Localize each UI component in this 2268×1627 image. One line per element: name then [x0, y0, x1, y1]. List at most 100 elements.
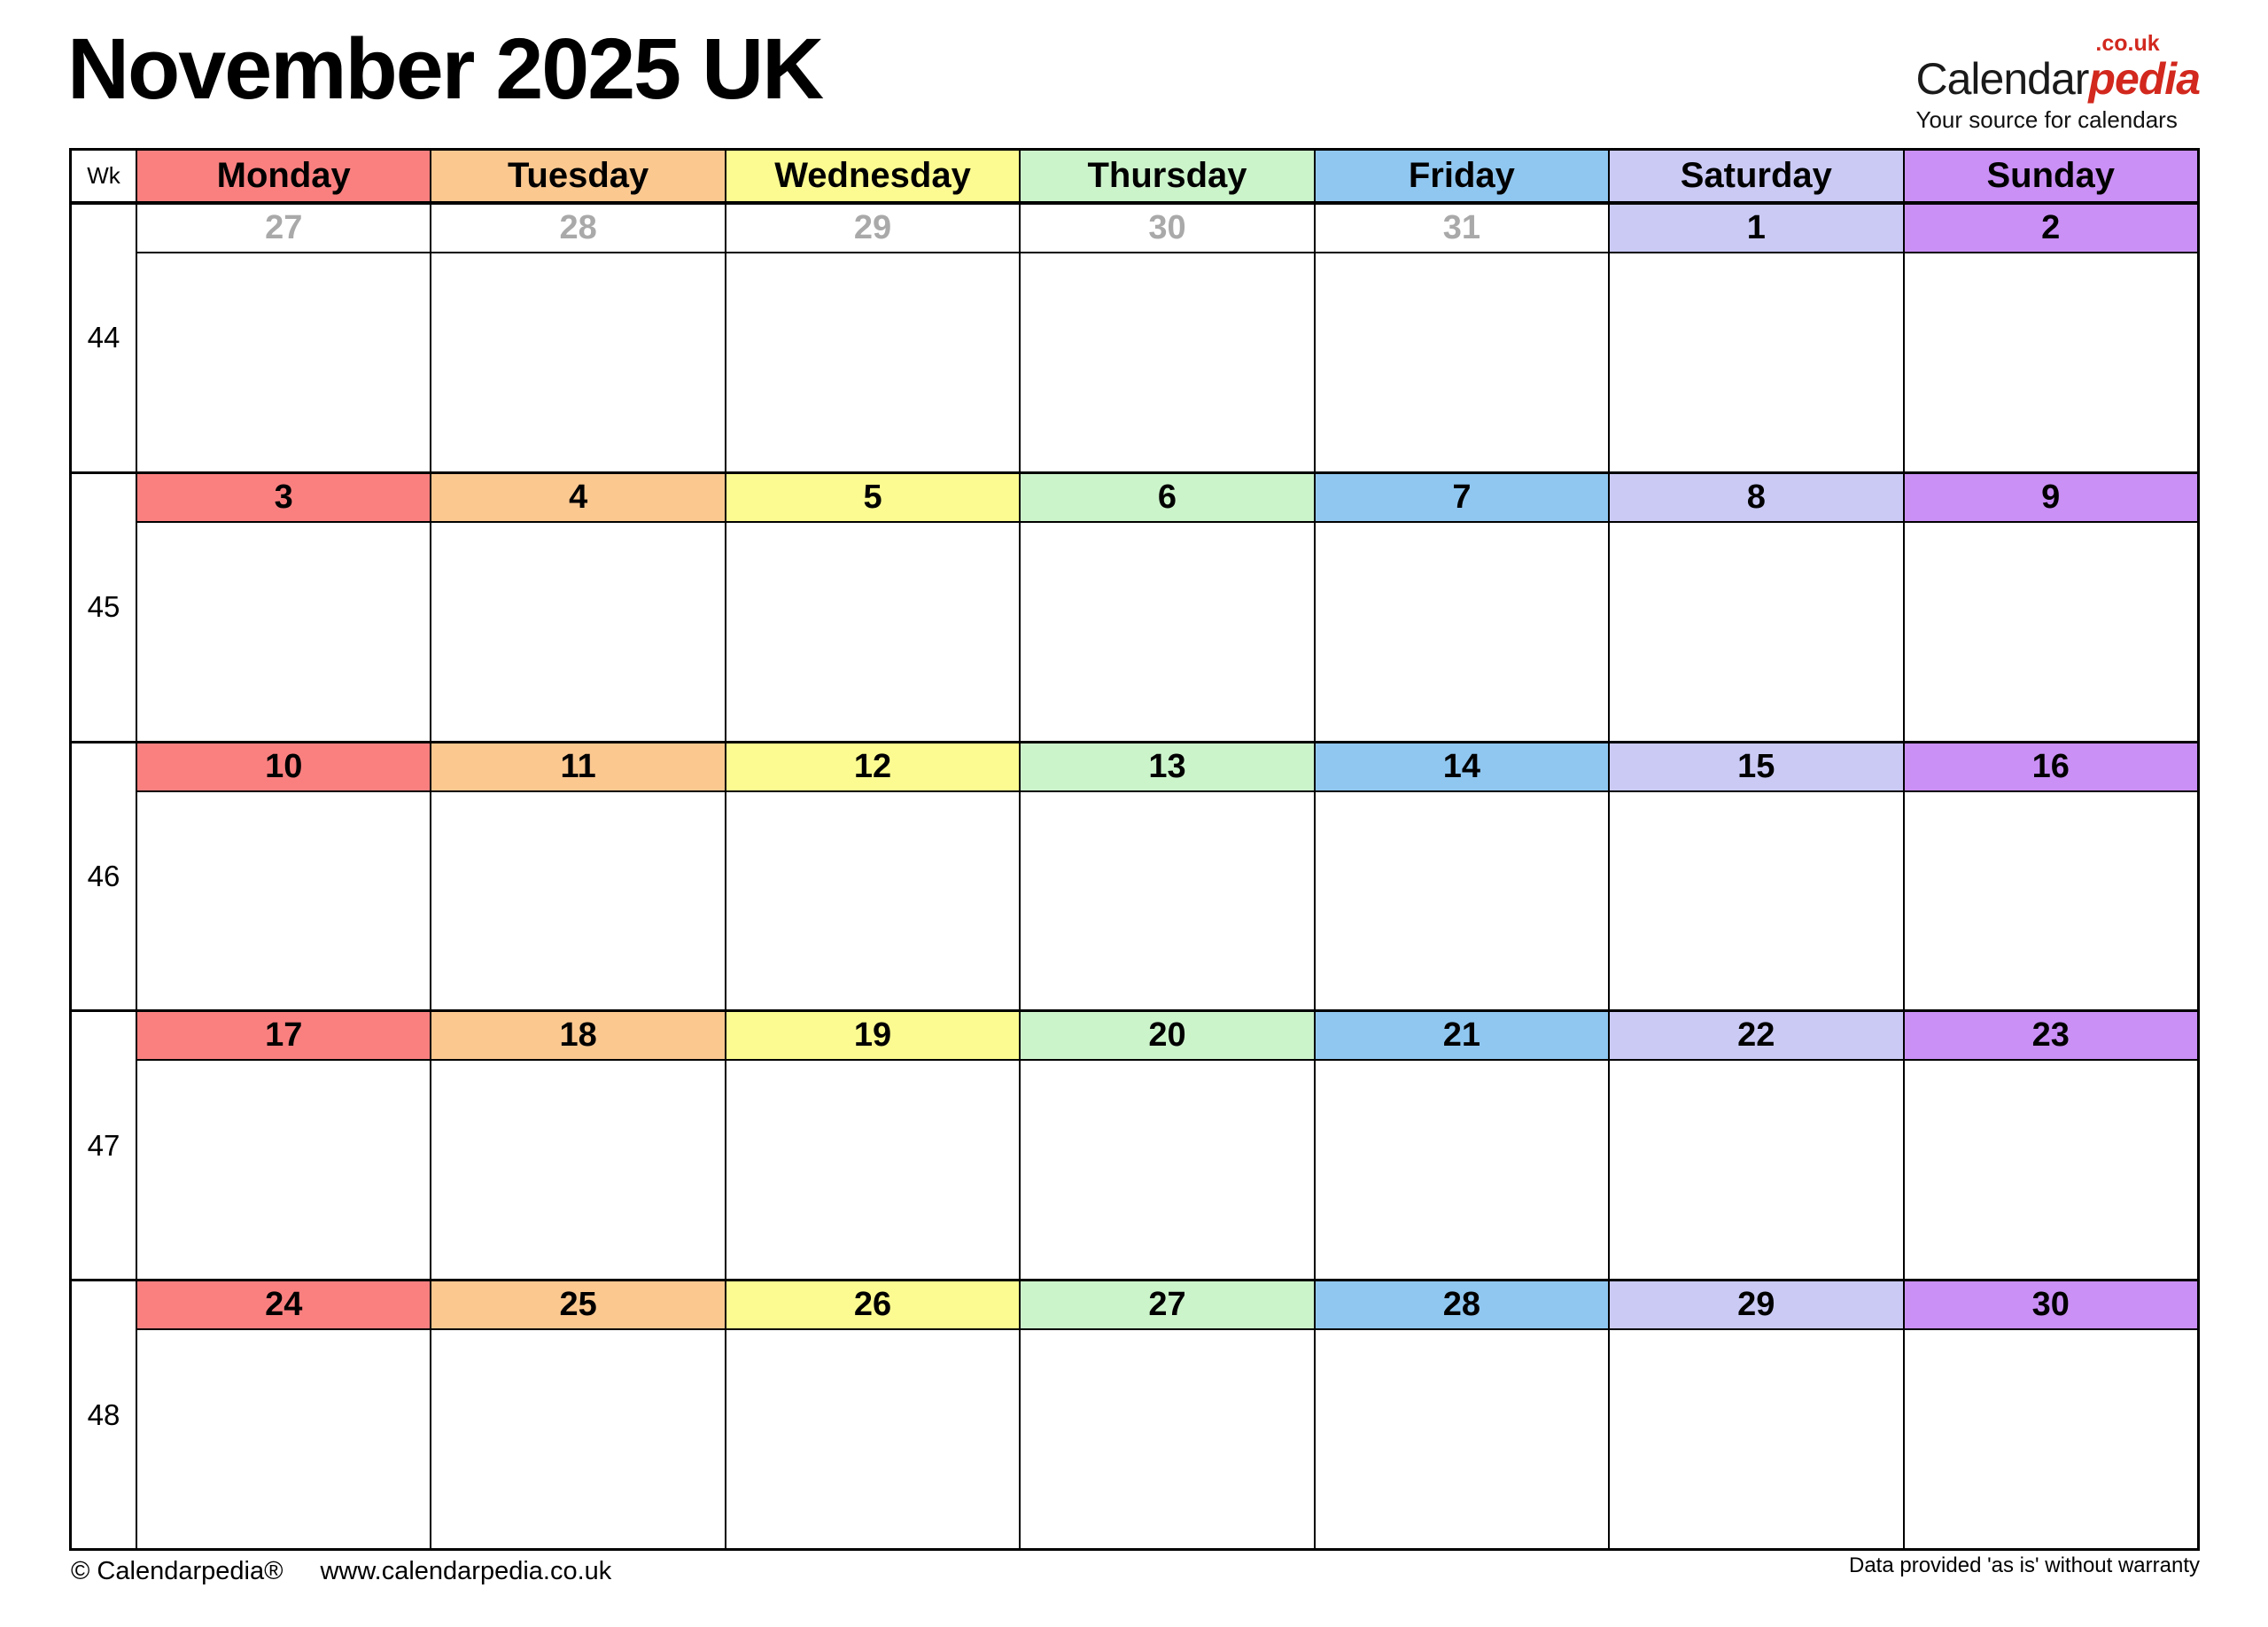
- date-number: 25: [431, 1281, 725, 1331]
- day-cell-sunday-23: 23: [1904, 1012, 2197, 1280]
- date-number: 29: [1610, 1281, 1903, 1331]
- note-area: [1021, 791, 1314, 1010]
- date-number: 21: [1315, 1012, 1609, 1062]
- date-number: 13: [1021, 743, 1314, 792]
- footer-copyright: © Calendarpedia® www.calendarpedia.co.uk: [71, 1557, 611, 1586]
- day-cell-saturday-22: 22: [1610, 1012, 1905, 1280]
- copyright-text: © Calendarpedia®: [71, 1557, 284, 1585]
- date-number: 30: [1021, 205, 1314, 253]
- note-area: [137, 253, 431, 471]
- calendar-table: Wk Monday Tuesday Wednesday Thursday Friday S…: [69, 148, 2200, 1551]
- day-header-saturday: Saturday: [1610, 151, 1905, 201]
- day-cell-wednesday-19: 19: [726, 1012, 1021, 1280]
- week-number-45: 45: [72, 473, 137, 741]
- note-area: [1610, 1330, 1903, 1548]
- week-row-48: 48 24 25 26 27 28 29 30: [72, 1281, 2197, 1548]
- note-area: [1315, 791, 1609, 1010]
- day-cell-friday-31: 31: [1315, 205, 1611, 471]
- date-number: 22: [1610, 1012, 1903, 1062]
- day-cell-tuesday-25: 25: [431, 1281, 726, 1548]
- day-header-wednesday: Wednesday: [726, 151, 1021, 201]
- date-number: 2: [1904, 205, 2197, 253]
- note-area: [431, 522, 725, 741]
- date-number: 30: [1904, 1281, 2197, 1331]
- week-number-46: 46: [72, 743, 137, 1010]
- note-area: [1904, 1061, 2197, 1280]
- logo-text-couk: .co.uk: [2095, 31, 2160, 56]
- day-cell-wednesday-26: 26: [726, 1281, 1021, 1548]
- note-area: [726, 522, 1020, 741]
- day-cell-thursday-20: 20: [1021, 1012, 1316, 1280]
- day-cell-tuesday-11: 11: [431, 743, 726, 1010]
- day-cell-saturday-8: 8: [1610, 473, 1905, 741]
- date-number: 29: [726, 205, 1020, 253]
- note-area: [726, 1061, 1020, 1280]
- date-number: 26: [726, 1281, 1020, 1331]
- day-cell-thursday-27: 27: [1021, 1281, 1316, 1548]
- logo-tagline: Your source for calendars: [1915, 106, 2178, 133]
- day-header-thursday: Thursday: [1021, 151, 1316, 201]
- date-number: 9: [1904, 473, 2197, 523]
- day-cell-sunday-9: 9: [1904, 473, 2197, 741]
- date-number: 17: [137, 1012, 431, 1062]
- note-area: [1610, 522, 1903, 741]
- day-cell-monday-17: 17: [137, 1012, 432, 1280]
- day-cell-tuesday-4: 4: [431, 473, 726, 741]
- day-header-sunday: Sunday: [1904, 151, 2197, 201]
- date-number: 27: [137, 205, 431, 253]
- date-number: 19: [726, 1012, 1020, 1062]
- note-area: [1904, 791, 2197, 1010]
- day-cell-friday-28: 28: [1315, 1281, 1611, 1548]
- week-number-47: 47: [72, 1012, 137, 1280]
- note-area: [431, 1330, 725, 1548]
- date-number: 28: [1315, 1281, 1609, 1331]
- date-number: 11: [431, 743, 725, 792]
- note-area: [431, 1061, 725, 1280]
- day-cell-wednesday-5: 5: [726, 473, 1021, 741]
- day-cell-monday-3: 3: [137, 473, 432, 741]
- week-row-45: 45 3 4 5 6 7 8 9: [72, 473, 2197, 743]
- date-number: 10: [137, 743, 431, 792]
- day-cell-wednesday-12: 12: [726, 743, 1021, 1010]
- week-row-44: 44 27 28 29 30 31 1 2: [72, 205, 2197, 474]
- note-area: [137, 1061, 431, 1280]
- note-area: [726, 253, 1020, 471]
- date-number: 7: [1315, 473, 1609, 523]
- day-cell-saturday-15: 15: [1610, 743, 1905, 1010]
- note-area: [726, 1330, 1020, 1548]
- note-area: [1315, 1330, 1609, 1548]
- calendar-weeks: 44 27 28 29 30 31 1 2 45 3 4 5 6 7 8 9 46 10 11 12 13 14 15 16 4…: [72, 205, 2197, 1548]
- date-number: 12: [726, 743, 1020, 792]
- day-cell-monday-24: 24: [137, 1281, 432, 1548]
- date-number: 6: [1021, 473, 1314, 523]
- day-cell-sunday-2: 2: [1904, 205, 2197, 471]
- note-area: [1021, 1330, 1314, 1548]
- note-area: [726, 791, 1020, 1010]
- note-area: [137, 522, 431, 741]
- day-cell-thursday-30: 30: [1021, 205, 1316, 471]
- day-header-monday: Monday: [137, 151, 432, 201]
- date-number: 4: [431, 473, 725, 523]
- note-area: [1904, 1330, 2197, 1548]
- week-number-48: 48: [72, 1281, 137, 1548]
- note-area: [1315, 522, 1609, 741]
- day-cell-thursday-13: 13: [1021, 743, 1316, 1010]
- note-area: [1610, 253, 1903, 471]
- day-cell-monday-10: 10: [137, 743, 432, 1010]
- note-area: [431, 791, 725, 1010]
- day-cell-sunday-16: 16: [1904, 743, 2197, 1010]
- day-cell-sunday-30: 30: [1904, 1281, 2197, 1548]
- note-area: [1904, 253, 2197, 471]
- note-area: [1315, 1061, 1609, 1280]
- date-number: 24: [137, 1281, 431, 1331]
- day-cell-tuesday-28: 28: [431, 205, 726, 471]
- note-area: [431, 253, 725, 471]
- note-area: [1610, 1061, 1903, 1280]
- day-cell-thursday-6: 6: [1021, 473, 1316, 741]
- date-number: 31: [1315, 205, 1609, 253]
- week-row-47: 47 17 18 19 20 21 22 23: [72, 1012, 2197, 1282]
- date-number: 5: [726, 473, 1020, 523]
- date-number: 8: [1610, 473, 1903, 523]
- logo-text-calendar: Calendar: [1915, 54, 2090, 104]
- date-number: 1: [1610, 205, 1903, 253]
